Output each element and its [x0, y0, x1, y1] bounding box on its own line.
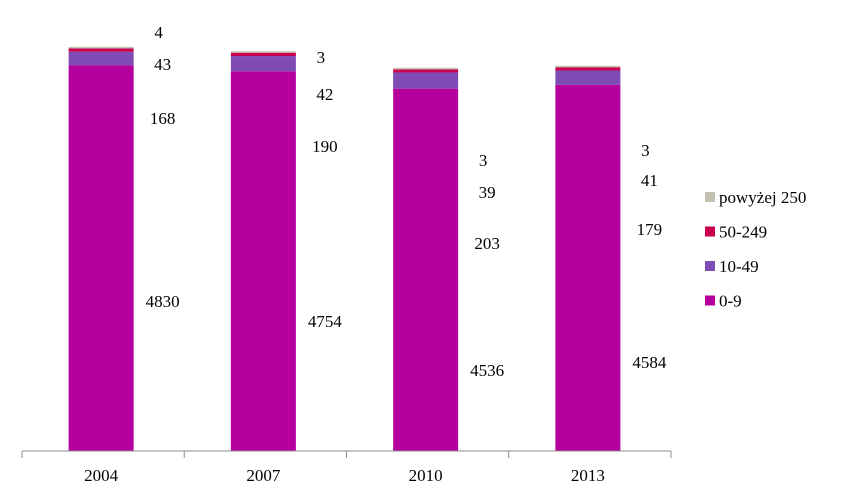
legend-label-0-9: 0-9 — [719, 292, 742, 311]
data-label-10-49-2007: 190 — [312, 137, 338, 156]
data-label-0-9-2013: 4584 — [632, 353, 667, 372]
legend-label-50-249: 50-249 — [719, 223, 767, 242]
bar-50-249-2010 — [393, 69, 459, 73]
data-label-0-9-2004: 4830 — [146, 292, 180, 311]
legend-label-powy-ej-250: powyżej 250 — [719, 188, 806, 207]
data-label-powy-ej-250-2007: 3 — [317, 48, 326, 67]
data-label-powy-ej-250-2010: 3 — [479, 151, 488, 170]
data-label-50-249-2010: 39 — [479, 183, 496, 202]
legend: powyżej 250 50-249 10-49 0-9 — [705, 188, 806, 311]
data-label-50-249-2004: 43 — [154, 55, 171, 74]
bar-powy-ej-250-2004 — [68, 46, 134, 49]
x-tick-label-2013: 2013 — [571, 466, 605, 485]
x-tick-label-2004: 2004 — [84, 466, 119, 485]
bar-0-9-2013 — [555, 84, 621, 451]
bar-50-249-2004 — [68, 48, 134, 52]
data-label-0-9-2007: 4754 — [308, 312, 343, 331]
legend-label-10-49: 10-49 — [719, 257, 759, 276]
bar-0-9-2010 — [393, 88, 459, 452]
legend-swatch-powy-ej-250 — [705, 192, 715, 202]
bar-powy-ej-250-2010 — [393, 67, 459, 70]
data-label-powy-ej-250-2013: 3 — [641, 141, 650, 160]
bar-10-49-2004 — [68, 51, 134, 66]
legend-swatch-0-9 — [705, 295, 715, 306]
data-label-10-49-2010: 203 — [474, 234, 500, 253]
data-label-50-249-2007: 42 — [316, 85, 333, 104]
legend-swatch-10-49 — [705, 261, 715, 271]
x-axis: 2004 2007 2010 2013 — [21, 450, 672, 485]
bar-0-9-2004 — [68, 65, 134, 452]
x-tick-label-2010: 2010 — [409, 466, 443, 485]
legend-swatch-50-249 — [705, 226, 715, 237]
bar-50-249-2007 — [230, 52, 296, 57]
x-tick-label-2007: 2007 — [246, 466, 281, 485]
bar-powy-ej-250-2013 — [555, 65, 621, 68]
bar-50-249-2013 — [555, 67, 621, 71]
data-label-10-49-2013: 179 — [637, 220, 663, 239]
bar-10-49-2007 — [230, 56, 296, 72]
data-label-0-9-2010: 4536 — [470, 361, 504, 380]
data-label-50-249-2013: 41 — [641, 171, 658, 190]
bar-10-49-2013 — [555, 70, 621, 85]
plot-area: 4830 168 43 4 4754 190 42 3 4536 203 39 3 4584 179 41 3 — [68, 23, 667, 452]
data-label-powy-ej-250-2004: 4 — [154, 23, 163, 42]
bar-0-9-2007 — [230, 71, 296, 451]
bar-10-49-2010 — [393, 72, 459, 89]
data-label-10-49-2004: 168 — [150, 109, 176, 128]
bar-powy-ej-250-2007 — [230, 51, 296, 53]
